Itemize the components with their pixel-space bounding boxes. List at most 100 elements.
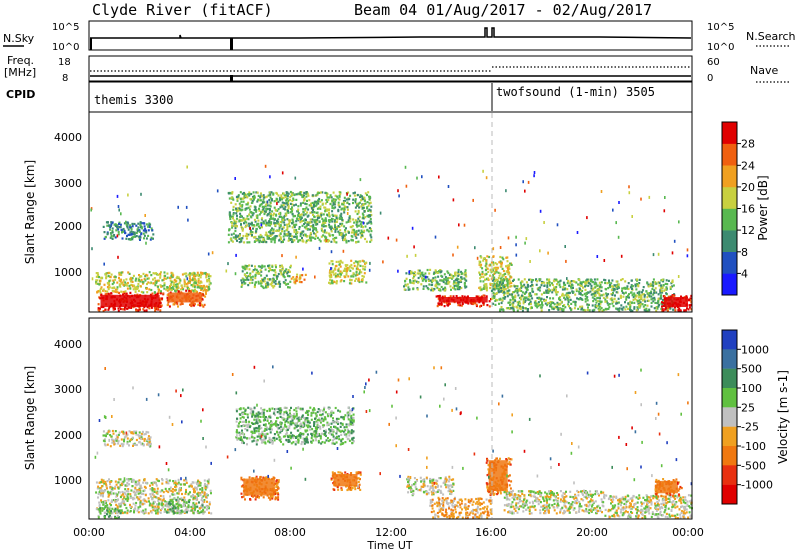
- echo-cell: [497, 285, 499, 287]
- echo-cell: [491, 290, 493, 292]
- echo-cell: [464, 282, 466, 284]
- echo-cell: [496, 299, 498, 301]
- echo-cell: [114, 308, 116, 310]
- echo-cell: [334, 281, 336, 283]
- echo-cell: [112, 221, 114, 223]
- echo-cell: [553, 286, 555, 288]
- echo-cell: [546, 284, 548, 286]
- echo-cell: [632, 294, 634, 296]
- echo-cell: [370, 206, 372, 208]
- echo-cell: [317, 193, 319, 195]
- echo-cell: [520, 298, 522, 300]
- echo-cell: [165, 488, 167, 490]
- echo-cell: [196, 493, 198, 495]
- echo-cell: [166, 286, 168, 288]
- echo-cell: [142, 512, 144, 514]
- echo-cell: [313, 211, 315, 213]
- echo-cell: [303, 192, 305, 194]
- echo-cell: [336, 221, 338, 223]
- echo-cell: [112, 231, 114, 233]
- echo-cell: [282, 219, 284, 221]
- echo-cell: [508, 273, 510, 275]
- echo-cell: [257, 214, 259, 216]
- echo-cell: [485, 259, 487, 261]
- echo-cell: [143, 433, 145, 435]
- echo-cell: [258, 265, 260, 267]
- echo-cell: [114, 279, 116, 281]
- echo-cell: [117, 234, 119, 237]
- echo-cell: [241, 282, 243, 284]
- echo-cell: [689, 306, 691, 308]
- echo-cell: [576, 297, 578, 299]
- echo-cell: [130, 231, 132, 233]
- echo-cell: [359, 260, 361, 262]
- echo-cell: [678, 220, 680, 223]
- echo-cell: [122, 237, 124, 239]
- echo-cell: [339, 198, 341, 200]
- echo-cell: [128, 480, 130, 482]
- echo-cell: [204, 479, 206, 481]
- echo-cell: [148, 497, 150, 499]
- echo-cell: [613, 305, 615, 307]
- echo-cell: [255, 281, 257, 283]
- echo-cell: [130, 510, 132, 512]
- colorbar-tick-label: 8: [741, 246, 748, 259]
- echo-cell: [291, 241, 293, 243]
- echo-cell: [570, 303, 572, 305]
- echo-cell: [170, 284, 172, 286]
- echo-cell: [120, 280, 122, 282]
- echo-cell: [358, 279, 360, 281]
- nsky-gap-mark: [230, 38, 233, 50]
- echo-cell: [503, 270, 505, 272]
- echo-cell: [329, 275, 331, 277]
- echo-cell: [302, 211, 304, 213]
- echo-cell: [244, 219, 246, 221]
- echo-cell: [344, 229, 346, 231]
- echo-cell: [311, 207, 313, 209]
- echo-cell: [453, 275, 455, 277]
- echo-cell: [340, 266, 342, 268]
- echo-cell: [595, 302, 597, 304]
- echo-cell: [291, 194, 293, 196]
- echo-cell: [439, 303, 441, 305]
- echo-cell: [126, 293, 128, 295]
- echo-cell: [146, 223, 148, 225]
- freq-panel: Freq. [MHz] 18 8 60 0 Nave: [4, 54, 790, 84]
- echo-cell: [301, 281, 303, 283]
- echo-cell: [122, 231, 124, 233]
- echo-cell: [247, 284, 249, 286]
- echo-cell: [316, 202, 318, 204]
- echo-cell: [138, 279, 140, 281]
- echo-cell: [505, 276, 507, 278]
- echo-cell: [187, 219, 189, 222]
- echo-cell: [291, 200, 293, 202]
- echo-cell: [332, 282, 334, 284]
- echo-cell: [243, 201, 245, 203]
- echo-cell: [295, 229, 297, 231]
- echo-cell: [291, 222, 293, 224]
- echo-cell: [121, 443, 123, 445]
- echo-cell: [144, 486, 146, 488]
- echo-cell: [246, 272, 248, 274]
- echo-cell: [276, 193, 278, 195]
- echo-cell: [590, 279, 592, 281]
- echo-cell: [207, 481, 209, 483]
- echo-cell: [299, 277, 301, 279]
- echo-cell: [359, 220, 361, 222]
- echo-cell: [425, 276, 427, 279]
- echo-cell: [139, 231, 141, 233]
- echo-cell: [232, 209, 234, 211]
- echo-cell: [254, 286, 256, 288]
- echo-cell: [240, 279, 242, 281]
- echo-cell: [352, 275, 354, 277]
- echo-cell: [352, 199, 354, 201]
- echo-cell: [204, 492, 206, 494]
- echo-cell: [526, 297, 528, 299]
- echo-cell: [250, 216, 252, 218]
- echo-cell: [585, 300, 587, 302]
- echo-cell: [597, 255, 599, 258]
- echo-cell: [518, 278, 520, 280]
- echo-cell: [256, 217, 258, 219]
- echo-cell: [495, 304, 497, 306]
- echo-cell: [556, 283, 558, 285]
